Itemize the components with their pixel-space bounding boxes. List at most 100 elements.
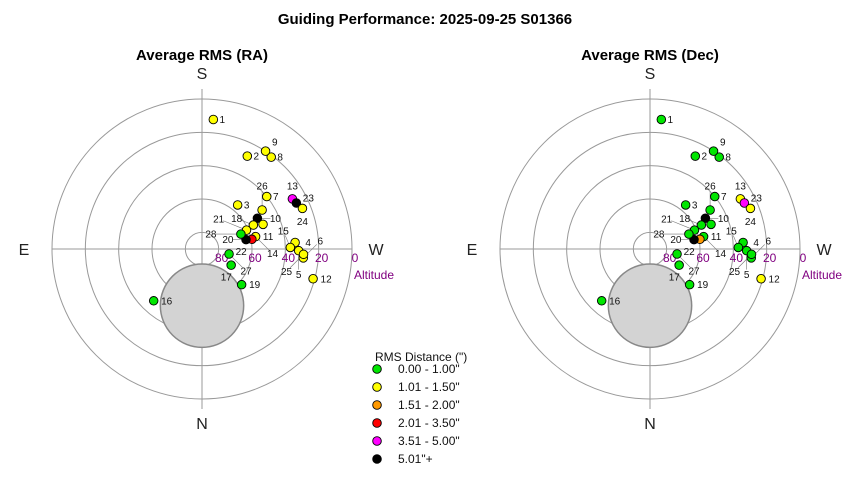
point-label: 25 xyxy=(281,267,293,278)
data-point-26[interactable] xyxy=(257,205,267,215)
data-point-24[interactable] xyxy=(745,203,756,214)
legend-title: RMS Distance (") xyxy=(375,350,467,364)
legend-item-label: 3.51 - 5.00" xyxy=(398,434,460,448)
point-labels: 1234567891011121314151617181920212223242… xyxy=(609,115,780,307)
point-labels: 1234567891011121314151617181920212223242… xyxy=(161,115,332,307)
data-point-1[interactable] xyxy=(208,114,219,125)
cardinal-w: W xyxy=(816,242,832,259)
data-point-11[interactable] xyxy=(258,219,268,230)
data-point-16[interactable] xyxy=(148,296,159,306)
legend-swatch xyxy=(372,400,382,410)
data-point-15[interactable] xyxy=(733,242,744,253)
data-point-25[interactable] xyxy=(746,249,757,260)
point-label: 17 xyxy=(221,273,233,284)
point-label: 7 xyxy=(273,192,279,203)
point-label: 9 xyxy=(720,137,726,148)
exclusion-zone xyxy=(607,263,693,349)
data-point-27[interactable] xyxy=(224,249,234,259)
plot-title: Average RMS (Dec) xyxy=(581,47,719,64)
label-leader-line xyxy=(689,219,698,224)
point-label: 24 xyxy=(745,217,757,228)
data-point-24[interactable] xyxy=(297,203,308,214)
point-label: 27 xyxy=(688,266,700,277)
data-point-12[interactable] xyxy=(756,274,766,284)
point-label: 23 xyxy=(303,193,315,204)
point-label: 28 xyxy=(205,230,217,241)
data-point-7[interactable] xyxy=(710,191,720,202)
data-points xyxy=(596,114,766,306)
point-label: 21 xyxy=(661,214,673,225)
legend-swatch xyxy=(372,418,382,428)
point-label: 12 xyxy=(321,274,333,285)
cardinal-s: S xyxy=(197,66,208,83)
legend-swatch xyxy=(372,382,382,392)
point-label: 10 xyxy=(270,214,282,225)
data-point-27[interactable] xyxy=(672,249,682,259)
cardinal-s: S xyxy=(645,66,656,83)
data-point-3[interactable] xyxy=(232,200,243,210)
data-point-1[interactable] xyxy=(656,114,667,125)
point-label: 6 xyxy=(765,236,771,247)
data-point-18[interactable] xyxy=(248,220,259,230)
point-label: 8 xyxy=(725,153,731,164)
data-point-28[interactable] xyxy=(236,229,246,239)
point-label: 27 xyxy=(240,266,252,277)
data-point-12[interactable] xyxy=(308,274,318,284)
altitude-tick: 0 xyxy=(800,251,807,265)
point-label: 1 xyxy=(220,115,226,126)
data-point-17[interactable] xyxy=(226,260,236,270)
data-point-8[interactable] xyxy=(266,152,276,162)
cardinal-e: E xyxy=(467,242,478,259)
data-point-17[interactable] xyxy=(674,260,684,270)
altitude-tick: 40 xyxy=(730,251,744,265)
point-label: 18 xyxy=(679,214,691,225)
data-point-19[interactable] xyxy=(236,279,247,290)
point-label: 18 xyxy=(231,214,243,225)
altitude-label: Altitude xyxy=(802,268,842,282)
point-label: 22 xyxy=(684,247,696,258)
point-label: 28 xyxy=(653,230,665,241)
legend-item-label: 1.01 - 1.50" xyxy=(398,380,460,394)
data-point-9[interactable] xyxy=(708,146,719,156)
data-point-2[interactable] xyxy=(242,151,253,161)
legend-swatch xyxy=(372,454,382,464)
cardinal-n: N xyxy=(644,416,656,433)
data-point-7[interactable] xyxy=(262,191,272,202)
label-leader-line xyxy=(706,239,718,251)
point-label: 23 xyxy=(751,193,763,204)
legend-item-label: 2.01 - 3.50" xyxy=(398,416,460,430)
data-point-3[interactable] xyxy=(680,200,691,210)
altitude-label: Altitude xyxy=(354,268,394,282)
point-label: 15 xyxy=(726,226,738,237)
data-point-23[interactable] xyxy=(739,198,750,208)
exclusion-zone xyxy=(159,263,245,349)
data-point-25[interactable] xyxy=(298,249,309,260)
label-leader-line xyxy=(289,257,301,268)
point-label: 5 xyxy=(296,270,302,281)
data-point-9[interactable] xyxy=(260,146,271,156)
data-point-28[interactable] xyxy=(684,229,694,239)
data-point-16[interactable] xyxy=(596,296,607,306)
altitude-tick: 20 xyxy=(763,251,777,265)
point-label: 4 xyxy=(305,238,311,249)
data-point-11[interactable] xyxy=(706,219,716,230)
legend-item-label: 1.51 - 2.00" xyxy=(398,398,460,412)
point-label: 16 xyxy=(609,296,621,307)
data-point-18[interactable] xyxy=(696,220,707,230)
point-label: 3 xyxy=(692,200,698,211)
point-label: 20 xyxy=(670,235,682,246)
legend-item-label: 0.00 - 1.00" xyxy=(398,362,460,376)
data-point-26[interactable] xyxy=(705,205,715,215)
data-point-23[interactable] xyxy=(291,198,302,208)
data-point-2[interactable] xyxy=(690,151,701,161)
legend: RMS Distance (") 0.00 - 1.00" 1.01 - 1.50… xyxy=(372,350,467,466)
legend-item-label: 5.01"+ xyxy=(398,452,433,466)
label-leader-line xyxy=(223,220,243,229)
point-label: 10 xyxy=(718,214,730,225)
altitude-tick: 20 xyxy=(315,251,329,265)
data-point-19[interactable] xyxy=(684,279,695,290)
point-label: 21 xyxy=(213,214,225,225)
data-point-8[interactable] xyxy=(714,152,724,162)
data-point-15[interactable] xyxy=(285,242,296,253)
